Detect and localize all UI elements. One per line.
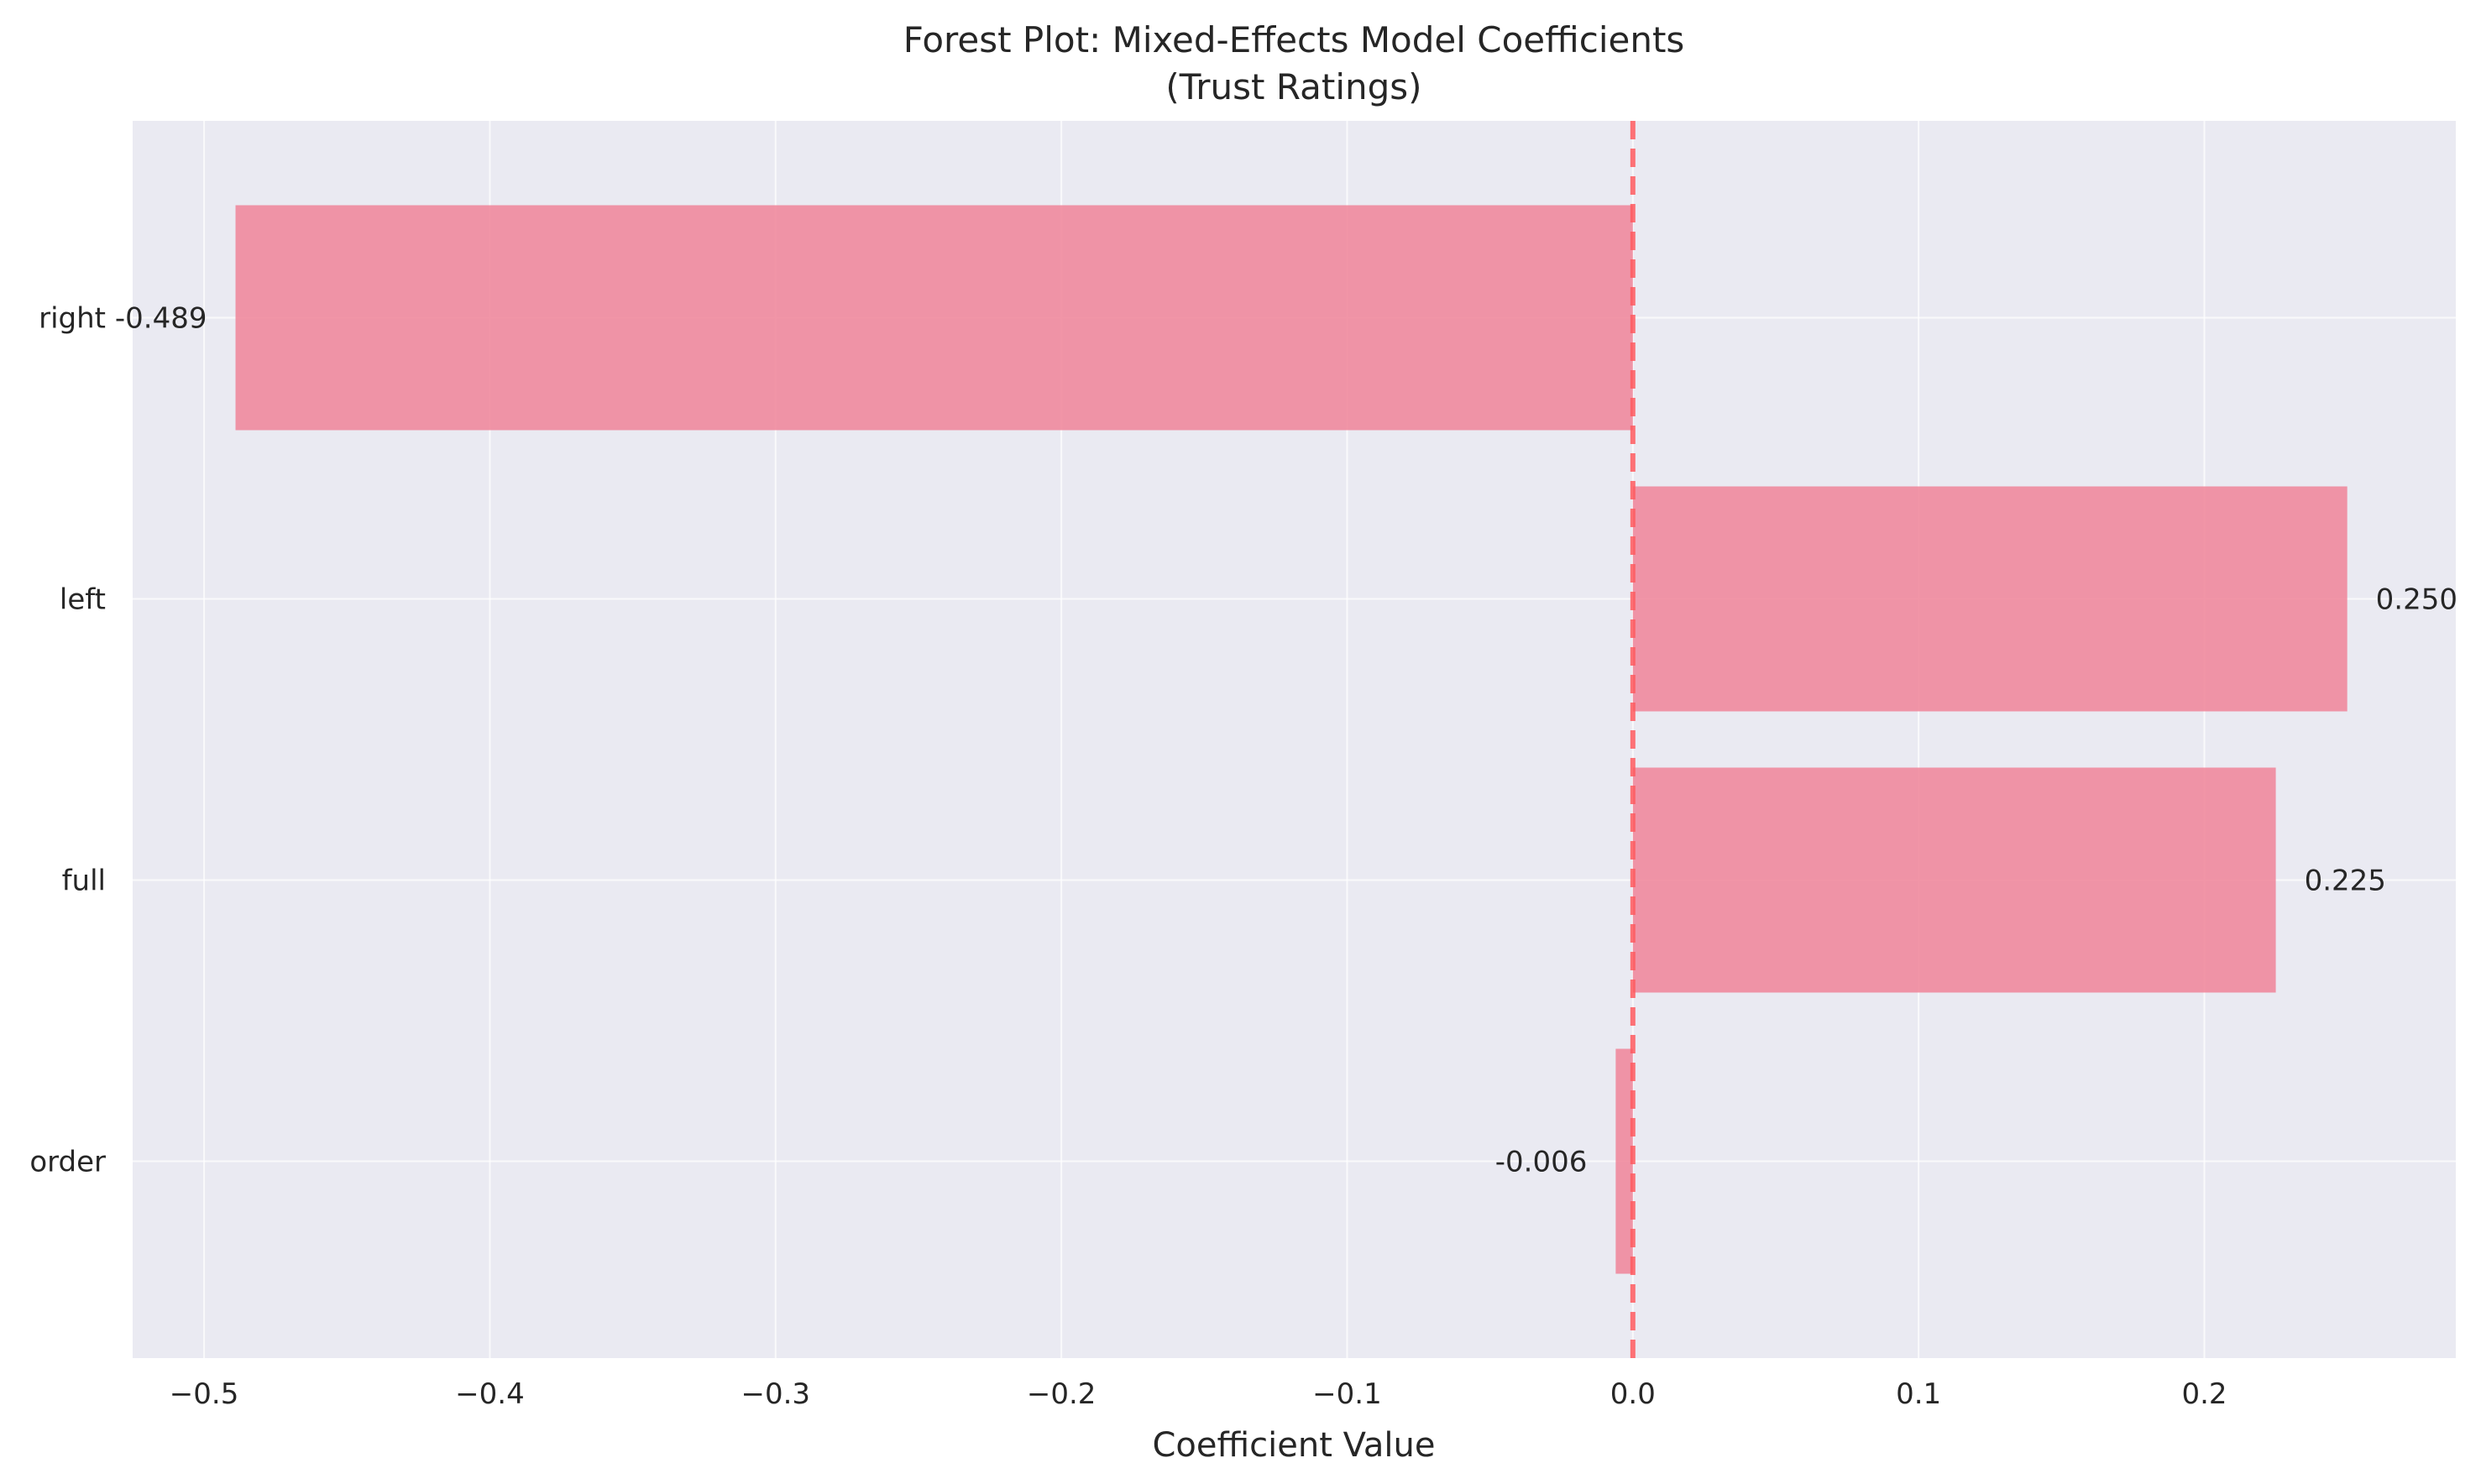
x-tick-label: 0.1 [1896,1377,1941,1411]
data-label-full: 0.225 [2305,865,2386,898]
data-labels: -0.489 0.250 0.225 -0.006 [115,302,2457,1179]
bar-left [1632,486,2348,712]
x-tick-label: −0.1 [1312,1377,1382,1411]
bar-full [1632,767,2276,993]
chart-title: Forest Plot: Mixed-Effects Model Coeffic… [903,19,1685,60]
bars [235,205,2348,1274]
chart-subtitle: (Trust Ratings) [1165,66,1421,107]
bar-right [235,205,1633,431]
x-tick-label: 0.0 [1610,1377,1656,1411]
y-tick-label-right: right [39,302,106,336]
y-axis-ticks: right left full order [29,302,106,1179]
y-tick-label-left: left [60,583,106,617]
x-tick-label: 0.2 [2181,1377,2227,1411]
x-tick-label: −0.3 [741,1377,810,1411]
data-label-right: -0.489 [115,302,207,336]
y-tick-label-full: full [62,865,106,898]
x-tick-label: −0.4 [455,1377,525,1411]
y-tick-label-order: order [29,1146,106,1179]
bar-order [1615,1048,1633,1274]
x-tick-label: −0.5 [170,1377,239,1411]
x-axis-label: Coefficient Value [1153,1426,1436,1465]
data-label-order: -0.006 [1495,1146,1588,1179]
data-label-left: 0.250 [2376,583,2457,617]
x-axis-ticks: −0.5 −0.4 −0.3 −0.2 −0.1 0.0 0.1 0.2 [170,1377,2227,1411]
x-tick-label: −0.2 [1027,1377,1097,1411]
